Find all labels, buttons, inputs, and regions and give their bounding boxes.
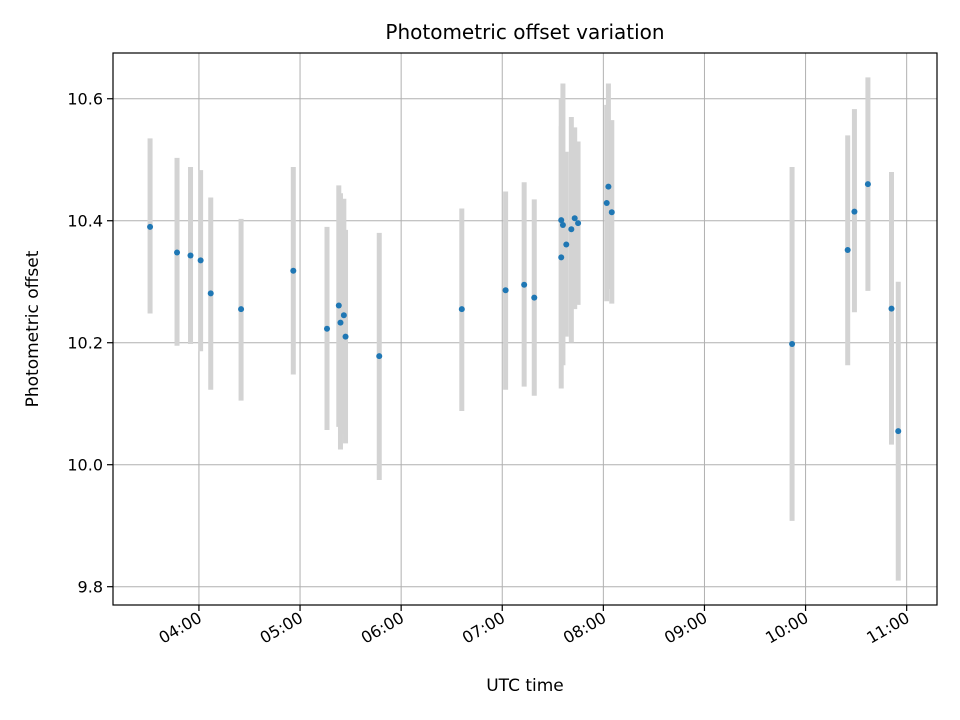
data-point [187, 252, 194, 259]
data-point [531, 294, 538, 301]
y-tick-label: 9.8 [78, 578, 103, 597]
data-point [337, 319, 344, 326]
data-point [603, 200, 610, 207]
data-point [558, 217, 565, 224]
chart-title: Photometric offset variation [385, 20, 664, 44]
data-point [559, 222, 566, 229]
plot-frame [112, 52, 938, 606]
data-point [568, 226, 575, 233]
data-point [864, 181, 871, 188]
y-tick-label: 10.2 [67, 334, 103, 353]
data-point [340, 312, 347, 319]
x-axis-label: UTC time [486, 676, 564, 696]
data-points [147, 181, 902, 435]
data-point [335, 302, 342, 309]
data-point [608, 209, 615, 216]
y-tick-label: 10.0 [67, 456, 103, 475]
data-point [324, 325, 331, 332]
y-axis-label: Photometric offset [23, 250, 43, 407]
data-point [342, 333, 349, 340]
y-tick-label: 10.4 [67, 212, 103, 231]
data-point [197, 257, 204, 264]
data-point [571, 215, 578, 222]
data-point [376, 353, 383, 360]
data-point [575, 220, 582, 227]
data-point [789, 340, 796, 347]
y-axis: 9.8 10.0 10.2 10.4 10.6 [67, 90, 113, 597]
y-tick-label: 10.6 [67, 90, 103, 109]
data-point [888, 305, 895, 312]
data-point [147, 223, 154, 230]
data-point [851, 208, 858, 215]
data-point [458, 306, 465, 313]
data-point [207, 290, 214, 297]
data-point [563, 241, 570, 248]
data-point [502, 287, 509, 294]
data-point [238, 306, 245, 313]
data-point [895, 428, 902, 435]
data-point [290, 267, 297, 274]
data-point [558, 254, 565, 261]
data-point [844, 247, 851, 254]
data-point [521, 281, 528, 288]
data-point [605, 183, 612, 190]
data-point [174, 249, 181, 256]
